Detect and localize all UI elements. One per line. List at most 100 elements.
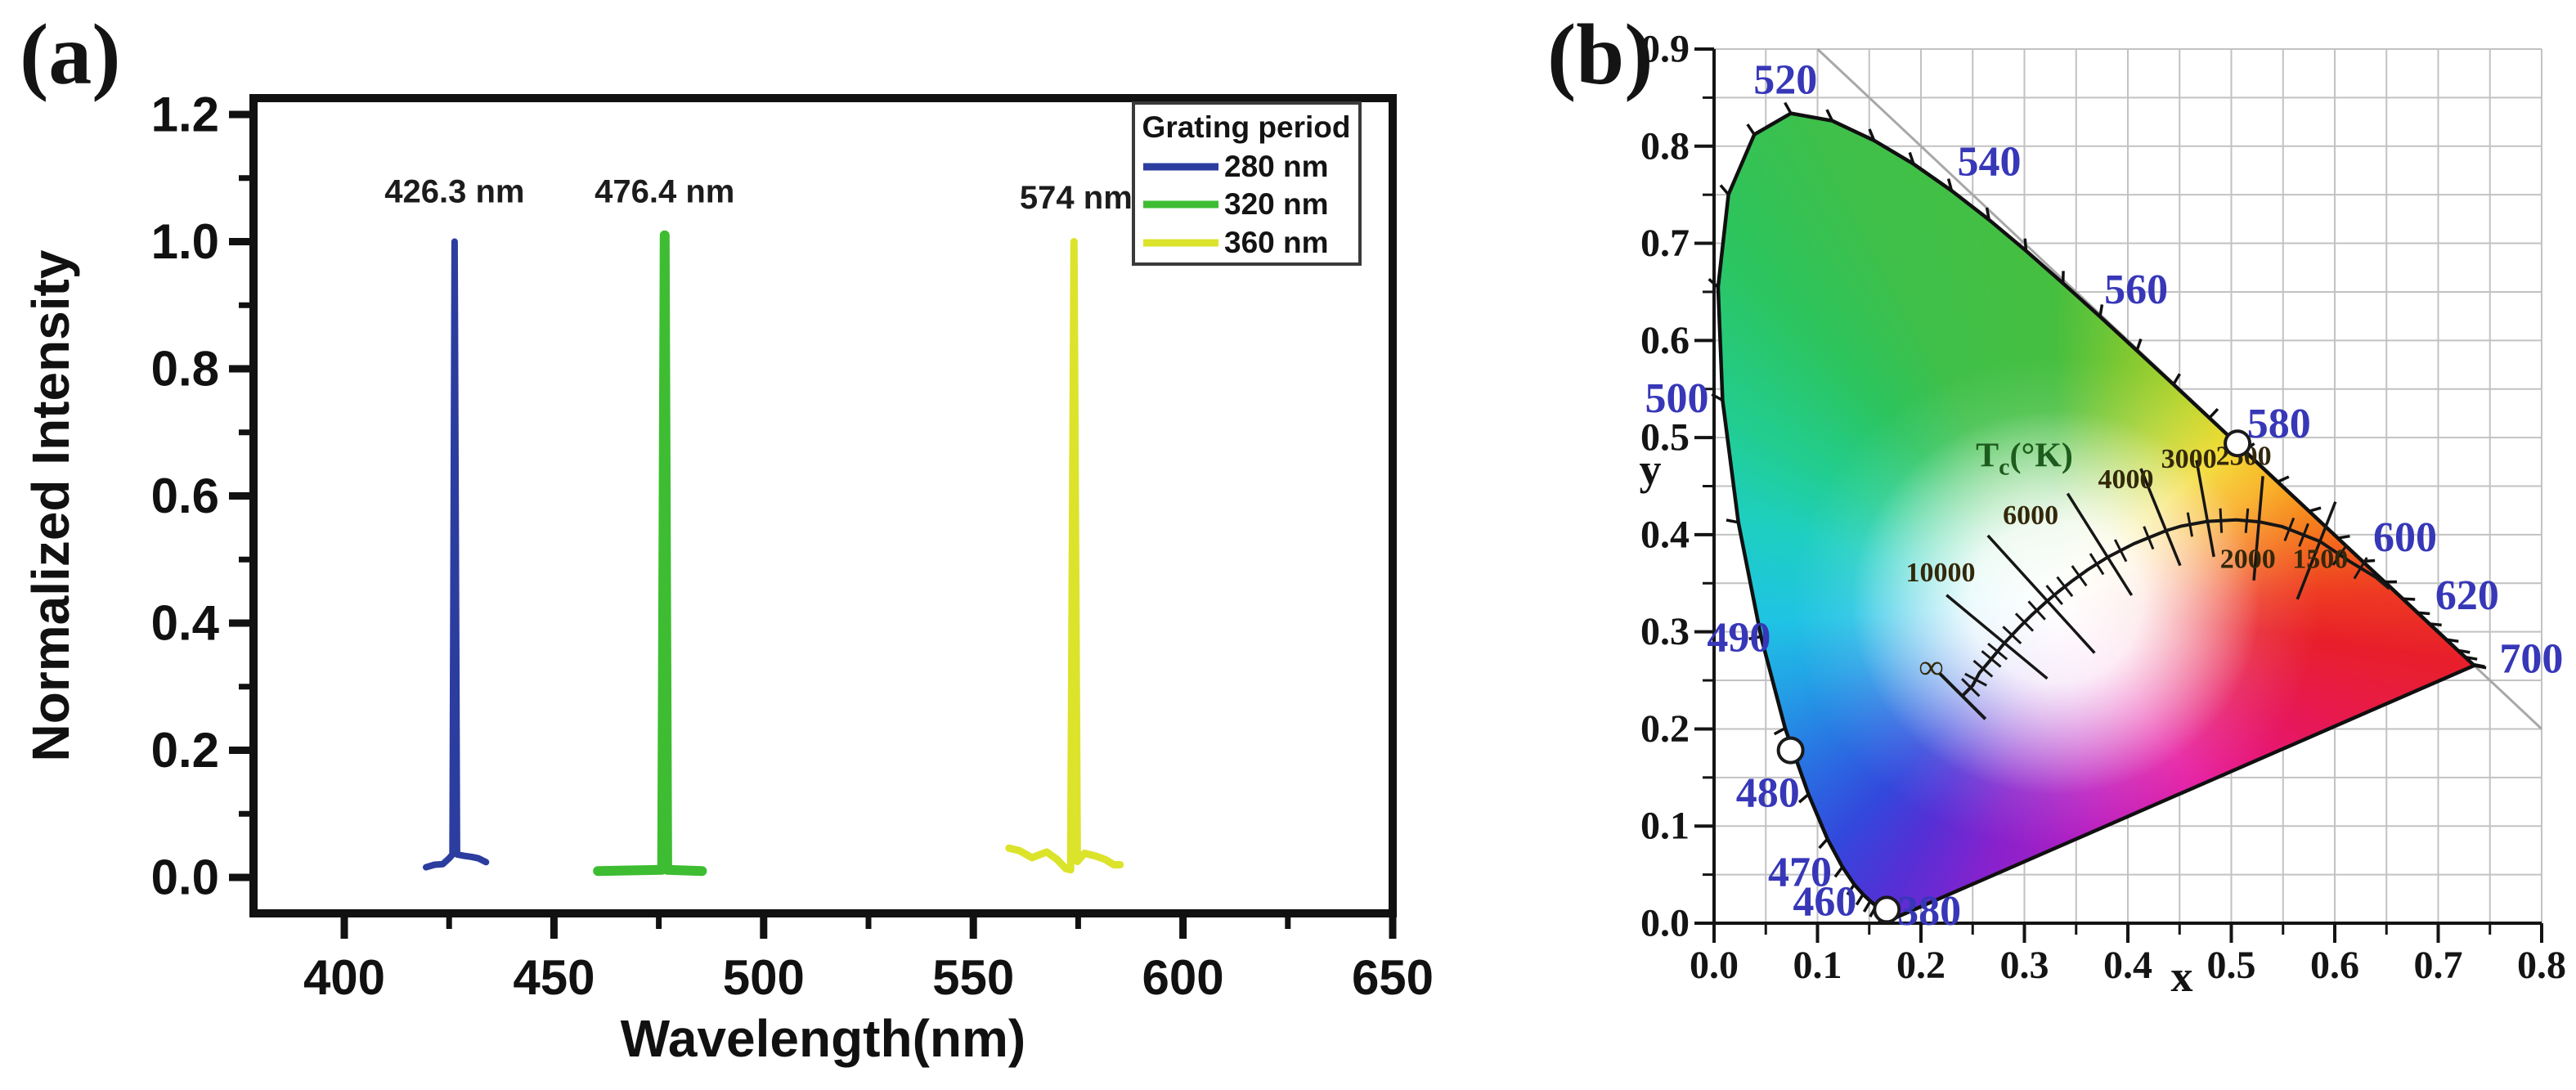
locus-tick	[1825, 109, 1834, 122]
peak-label: 426.3 nm	[384, 173, 524, 209]
legend-entry-label: 320 nm	[1224, 187, 1329, 221]
x-tick-label: 500	[723, 950, 805, 1005]
peak-annotations: 426.3 nm 476.4 nm 574 nm	[384, 173, 1133, 216]
x-axis-title: Wavelength(nm)	[621, 1009, 1025, 1068]
wavelength-label-620: 620	[2435, 572, 2499, 619]
isotherm-line	[1945, 594, 2049, 680]
locus-tick	[2465, 655, 2478, 661]
wavelength-label-700: 700	[2499, 635, 2563, 682]
isotherm-minor-tick	[1987, 642, 2008, 661]
isotherm-line	[2066, 492, 2134, 596]
isotherm-minor-tick	[2014, 612, 2035, 632]
spectrum-line-320nm	[593, 230, 707, 877]
isotherm-minor-tick	[2071, 565, 2088, 587]
x-tick-label: 600	[1142, 950, 1224, 1005]
y-tick-label: 0.4	[1640, 513, 1690, 556]
locus-tick	[1726, 518, 1739, 524]
isotherm-minor-tick	[2113, 539, 2128, 563]
locus-tick	[1846, 883, 1856, 896]
isotherm-minor-tick	[2002, 626, 2022, 645]
wavelength-label-580: 580	[2247, 401, 2311, 447]
chromaticity-point	[1873, 895, 1901, 924]
x-tick-label: 0.2	[1896, 944, 1945, 987]
plot-frame	[249, 94, 1397, 917]
y-axis: 0.0 0.2 0.4 0.6 0.8 1.0 1.2 Normalized Intensit…	[21, 87, 254, 905]
locus-tick	[1797, 793, 1810, 804]
spectrum-line-280nm	[423, 238, 490, 871]
temperature-label: 6000	[2003, 500, 2058, 531]
isotherm-line	[1986, 534, 2096, 654]
locus-tick	[2208, 407, 2219, 419]
locus-tick	[2429, 622, 2442, 627]
x-tick-label: 0.7	[2414, 944, 2463, 987]
locus-tick	[2135, 338, 2143, 352]
peak-label: 476.4 nm	[595, 173, 734, 209]
isotherm-line	[2252, 476, 2264, 581]
y-tick-label: 0.7	[1640, 222, 1690, 265]
locus-tick	[2474, 664, 2487, 670]
isotherm-line	[2296, 501, 2337, 600]
x-tick-label: 400	[303, 950, 385, 1005]
wavelength-label-480: 480	[1736, 769, 1800, 816]
y-tick-label: 0.4	[151, 596, 220, 651]
x-tick-label: 650	[1352, 950, 1434, 1005]
isotherm-minor-tick	[2056, 576, 2074, 598]
y-tick-label: 0.1	[1640, 805, 1690, 848]
locus-tick	[2446, 638, 2459, 644]
y-tick-label: 0.8	[151, 342, 219, 397]
wavelength-label-470: 470	[1768, 850, 1832, 896]
locus-tick	[1908, 151, 1915, 165]
legend-entry-label: 280 nm	[1224, 150, 1329, 183]
x-tick-label: 0.3	[2000, 944, 2049, 987]
locus-tick	[2457, 648, 2471, 654]
temperature-label: 2000	[2220, 544, 2276, 574]
locus-tick	[1748, 635, 1761, 641]
isotherm-minor-tick	[2283, 517, 2296, 541]
locus-tick	[2309, 506, 2322, 513]
y-tick-label: 0.3	[1640, 610, 1690, 653]
isotherm-minor-tick	[1981, 650, 2002, 668]
x-tick-label: 0.6	[2310, 944, 2359, 987]
y-tick-label: 0.2	[151, 723, 219, 778]
infinity-cap	[1937, 671, 1987, 720]
y-tick-label: 0.8	[1640, 124, 1690, 168]
color-temperature-axis-label: Tc(°K)	[1976, 437, 2073, 481]
isotherm-line	[2195, 460, 2215, 558]
y-tick-label: 0.6	[1640, 319, 1690, 362]
temperature-label: ∞	[1919, 649, 1944, 687]
y-axis-title: Normalized Intensity	[21, 249, 80, 761]
locus-tick	[2417, 611, 2430, 616]
wavelength-label-500: 500	[1645, 375, 1708, 422]
wavelength-label-600: 600	[2373, 514, 2437, 561]
isotherm-minor-tick	[1972, 659, 1994, 678]
locus-tick	[2098, 304, 2104, 317]
axes: 0.0 0.1 0.2 0.3 0.4 0.5 0.6 0.7 0.8 0.0 0.1 0.2 0.3 0…	[1640, 27, 2567, 1001]
isotherm-minor-tick	[2089, 553, 2105, 576]
locus-tick	[2172, 373, 2181, 386]
wavelength-label-380: 380	[1897, 888, 1961, 935]
isotherm-minor-tick	[2045, 585, 2063, 606]
locus-tick	[1855, 893, 1865, 906]
x-tick-label: 0.5	[2207, 944, 2256, 987]
locus-tick	[1985, 207, 1990, 221]
locus-tick	[1746, 123, 1756, 136]
x-tick-label: 0.8	[2517, 944, 2566, 987]
locus-tick	[1868, 128, 1876, 141]
locus-tick	[2277, 475, 2290, 483]
locus-tick	[1818, 837, 1829, 850]
legend-entry-label: 360 nm	[1224, 226, 1329, 259]
wavelength-label-520: 520	[1753, 57, 1817, 104]
isotherm-minor-tick	[2331, 544, 2348, 566]
x-tick-label: 450	[513, 950, 595, 1005]
series-group	[423, 230, 1124, 877]
isotherm-minor-tick	[1961, 678, 1981, 698]
locus-tick	[2337, 534, 2350, 540]
chromaticity-point	[2224, 429, 2252, 458]
panel-a-label: (a)	[20, 7, 121, 102]
y-tick-label: 0.6	[151, 469, 219, 523]
panel-b-label: (b)	[1547, 7, 1654, 102]
locus-tick	[1719, 184, 1730, 196]
